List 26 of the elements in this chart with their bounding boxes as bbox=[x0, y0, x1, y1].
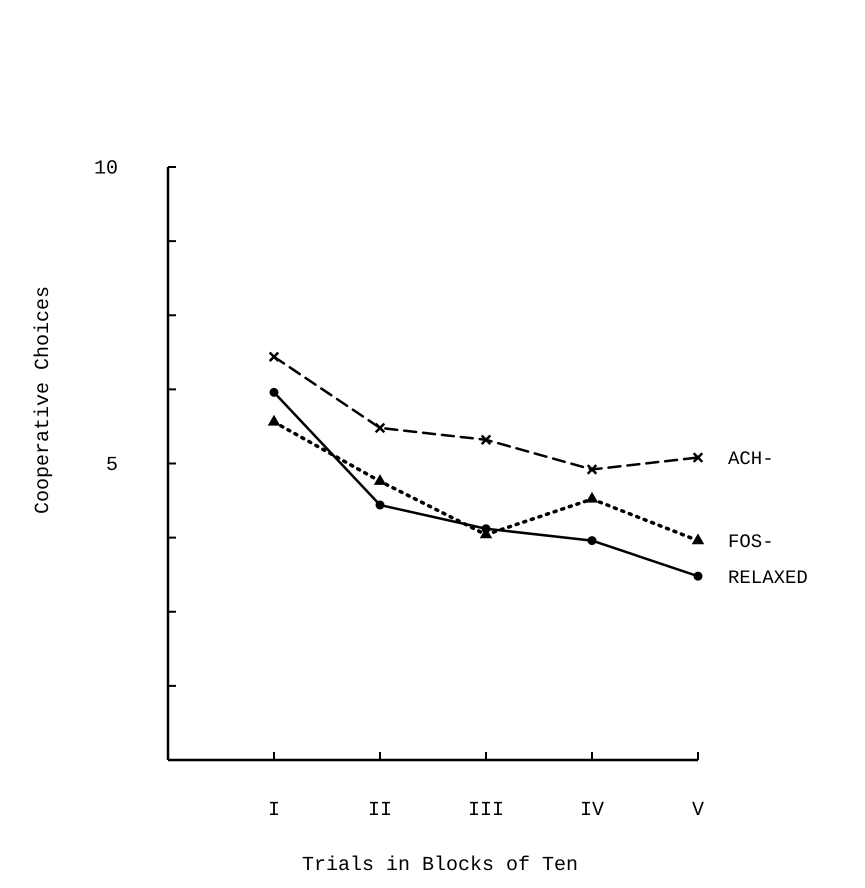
point bbox=[270, 388, 278, 397]
point bbox=[588, 536, 596, 546]
series-label: RELAXED bbox=[728, 566, 808, 589]
point bbox=[480, 434, 492, 446]
point bbox=[268, 415, 280, 426]
x-tick-label: II bbox=[368, 799, 392, 822]
point bbox=[586, 464, 598, 475]
point bbox=[694, 572, 702, 581]
point bbox=[586, 492, 598, 503]
point bbox=[482, 524, 490, 534]
point bbox=[374, 474, 386, 485]
y-axis-title: Cooperative Choices bbox=[32, 286, 55, 514]
y-tick-label: 5 bbox=[106, 454, 118, 477]
x-tick-label: I bbox=[268, 799, 280, 822]
point bbox=[692, 452, 704, 464]
point bbox=[376, 500, 384, 510]
series-label: FOS- bbox=[728, 531, 774, 554]
x-axis-title: Trials in Blocks of Ten bbox=[302, 854, 578, 877]
x-tick-label: III bbox=[468, 799, 504, 822]
point bbox=[374, 422, 386, 434]
point bbox=[692, 534, 704, 544]
point bbox=[268, 351, 280, 362]
series-label: ACH- bbox=[728, 448, 774, 470]
y-tick-label: 10 bbox=[94, 157, 118, 180]
x-tick-label: V bbox=[692, 799, 704, 822]
x-tick-label: IV bbox=[580, 799, 604, 822]
